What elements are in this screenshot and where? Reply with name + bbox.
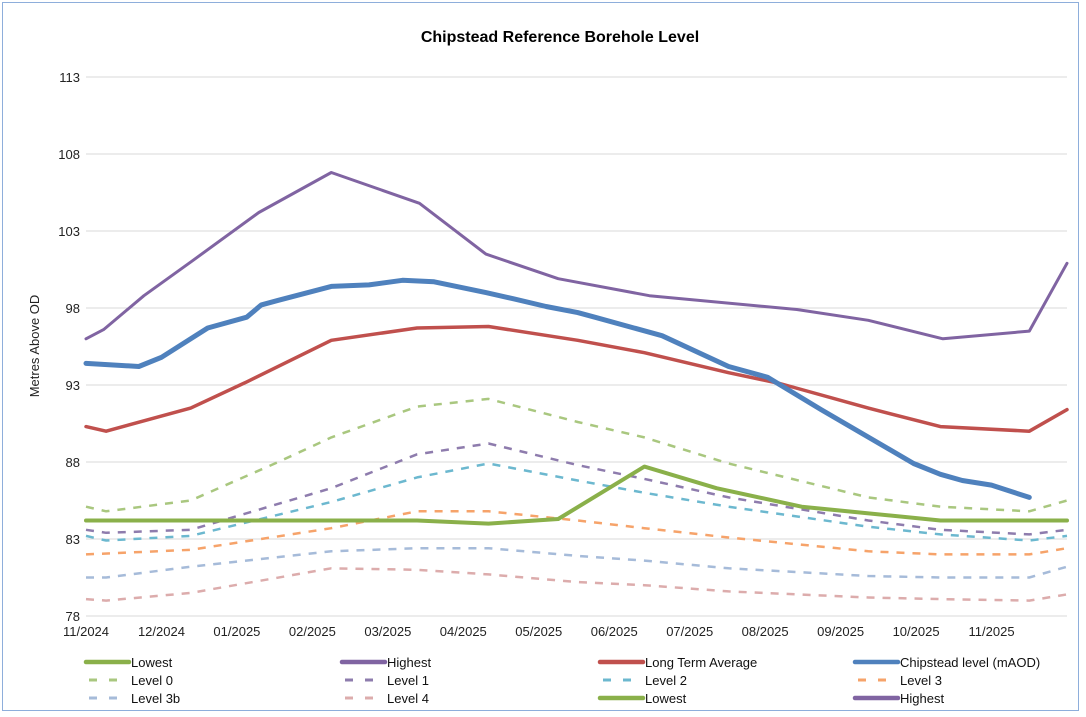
x-tick-label: 11/2025 [969, 624, 1015, 639]
legend-label: Highest [900, 691, 944, 706]
chart-title: Chipstead Reference Borehole Level [421, 29, 699, 46]
legend-label: Highest [387, 655, 431, 670]
series-line-chipstead-level-maod [83, 277, 1032, 500]
legend-item: Level 4 [345, 691, 429, 706]
y-tick-label: 103 [58, 224, 80, 239]
legend-item: Highest [339, 655, 431, 670]
legend-label: Level 1 [387, 673, 429, 688]
legend-label: Level 2 [645, 673, 687, 688]
x-tick-label: 02/2025 [289, 624, 336, 639]
legend-label: Chipstead level (mAOD) [900, 655, 1040, 670]
legend-item: Level 2 [603, 673, 687, 688]
x-tick-label: 03/2025 [364, 624, 411, 639]
x-tick-label: 11/2024 [63, 624, 109, 639]
legend-item: Level 3 [858, 673, 942, 688]
x-tick-label: 04/2025 [440, 624, 487, 639]
y-tick-label: 88 [66, 455, 80, 470]
legend-label: Level 3b [131, 691, 180, 706]
series-line-level-4 [85, 567, 1068, 602]
legend-label: Lowest [131, 655, 173, 670]
legend-item: Level 0 [89, 673, 173, 688]
legend-item: Lowest [83, 655, 173, 670]
legend-item: Lowest [597, 691, 687, 706]
legend-item: Long Term Average [597, 655, 757, 670]
series-line-level-0 [85, 397, 1068, 513]
y-axis-title: Metres Above OD [27, 295, 42, 398]
series-line-long-term-average [84, 324, 1069, 433]
y-tick-label: 98 [66, 301, 80, 316]
legend-label: Long Term Average [645, 655, 757, 670]
series-line-level-3 [85, 510, 1068, 556]
series-line-lowest [84, 464, 1069, 526]
y-tick-label: 78 [66, 609, 80, 624]
series-line-highest [84, 171, 1069, 341]
y-tick-label: 108 [58, 147, 80, 162]
legend-label: Level 0 [131, 673, 173, 688]
x-tick-label: 05/2025 [515, 624, 562, 639]
legend-item: Chipstead level (mAOD) [852, 655, 1040, 670]
legend-label: Level 4 [387, 691, 429, 706]
series-line-level-2 [85, 462, 1068, 542]
x-tick-label: 10/2025 [893, 624, 940, 639]
legend-item: Level 3b [89, 691, 180, 706]
legend-label: Lowest [645, 691, 687, 706]
x-tick-label: 12/2024 [138, 624, 185, 639]
x-tick-label: 08/2025 [742, 624, 789, 639]
x-tick-label: 09/2025 [817, 624, 864, 639]
x-tick-label: 06/2025 [591, 624, 638, 639]
y-tick-label: 83 [66, 532, 80, 547]
y-tick-label: 93 [66, 378, 80, 393]
x-tick-label: 01/2025 [213, 624, 260, 639]
y-tick-label: 113 [59, 70, 80, 85]
legend-item: Highest [852, 691, 944, 706]
legend-label: Level 3 [900, 673, 942, 688]
x-tick-label: 07/2025 [666, 624, 713, 639]
legend-item: Level 1 [345, 673, 429, 688]
